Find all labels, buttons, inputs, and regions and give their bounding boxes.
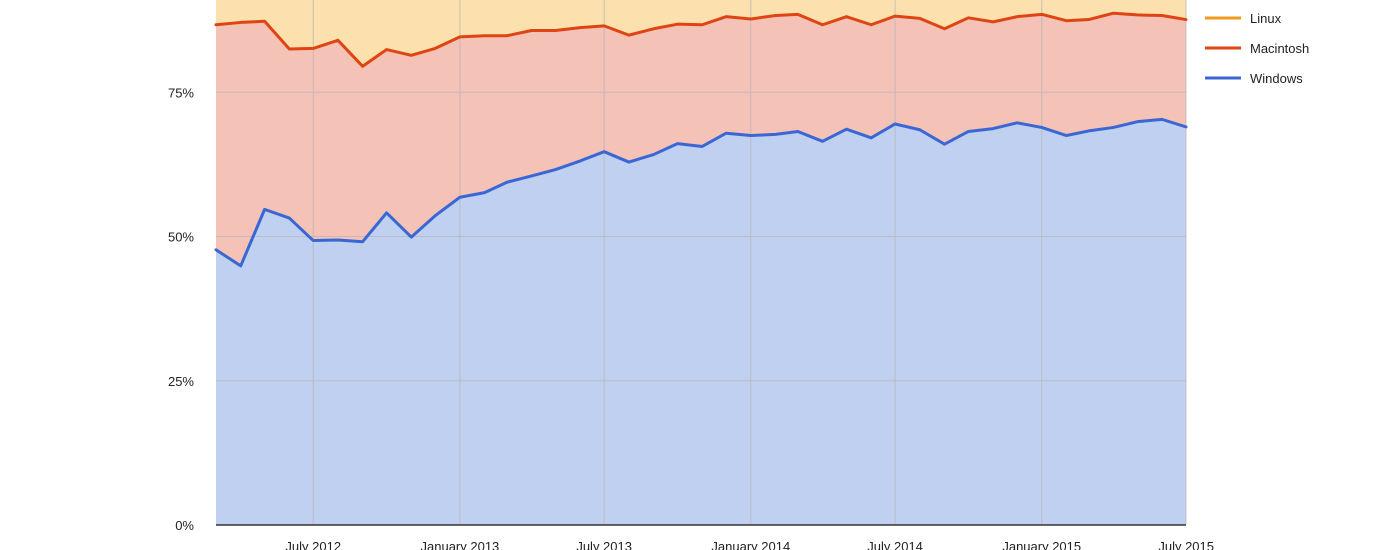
area-macintosh (216, 13, 1186, 266)
series-lines (214, 11, 1188, 268)
gridlines (216, 0, 1187, 525)
legend-label-windows: Windows (1250, 71, 1303, 86)
line-macintosh (214, 11, 1188, 68)
x-tick-label: July 2013 (576, 539, 632, 550)
x-tick-label: January 2015 (1002, 539, 1081, 550)
y-tick-label: 25% (168, 374, 194, 389)
x-tick-label: July 2012 (285, 539, 341, 550)
area-windows (216, 119, 1186, 525)
y-tick-label: 0% (175, 518, 194, 533)
area-linux (216, 0, 1186, 67)
legend: Linux Macintosh Windows (1205, 11, 1309, 86)
y-tick-label: 50% (168, 230, 194, 245)
x-tick-label: July 2014 (867, 539, 923, 550)
x-tick-label: January 2014 (711, 539, 790, 550)
legend-label-linux: Linux (1250, 11, 1282, 26)
y-tick-label: 75% (168, 85, 194, 100)
x-axis-tick-labels: July 2012 January 2013 July 2013 January 20… (285, 539, 1214, 550)
x-tick-label: July 2015 (1158, 539, 1214, 550)
area-layers (216, 0, 1186, 525)
y-axis-tick-labels: 0% 25% 50% 75% (168, 85, 194, 533)
x-tick-label: January 2013 (421, 539, 500, 550)
legend-label-macintosh: Macintosh (1250, 41, 1309, 56)
line-windows (214, 117, 1188, 268)
